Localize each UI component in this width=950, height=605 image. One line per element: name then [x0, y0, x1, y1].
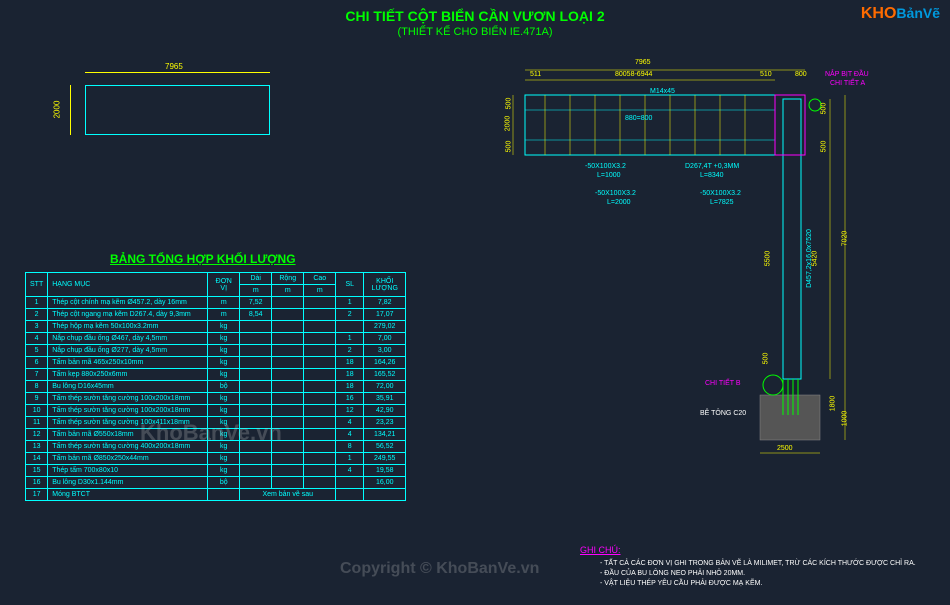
th-cao: Cao [304, 273, 336, 285]
th-cao-unit: m [304, 285, 336, 297]
note-2: - ĐẦU CỦA BU LÔNG NEO PHẢI NHÔ 20MM. [600, 570, 745, 577]
table-row: 3Thép hộp mạ kẽm 50x100x3.2mmkg279,02 [26, 321, 406, 333]
th-name: HẠNG MỤC [48, 273, 208, 297]
label-chitiet-b: CHI TIẾT B [705, 380, 741, 387]
table-row: 15Thép tấm 700x80x10kg419,58 [26, 465, 406, 477]
dim-500-t: 500 [505, 98, 512, 110]
dim-7020: 7020 [841, 231, 848, 247]
dim-1800: 1800 [829, 396, 836, 412]
label-box1: -50X100X3.2 [585, 163, 626, 170]
table-row: 12Tấm bản mã Ø550x18mmkg4134,21 [26, 429, 406, 441]
label-d267: D267,4T +0,3MM [685, 163, 739, 170]
table-row: 6Tấm bản mã 465x250x10mmkg18164,26 [26, 357, 406, 369]
table-row: 9Tấm thép sườn tăng cường 100x200x18mmkg… [26, 393, 406, 405]
dim-2000-l: 2000 [504, 116, 511, 132]
label-chitiet-a: CHI TIẾT A [830, 80, 865, 87]
note-1: - TẤT CẢ CÁC ĐƠN VỊ GHI TRONG BẢN VẼ LÀ … [600, 560, 916, 567]
dim-height-label: 2000 [52, 101, 61, 119]
table-row: 7Tấm kẹp 880x250x6mmkg18165,52 [26, 369, 406, 381]
title-main: CHI TIẾT CỘT BIỂN CẦN VƯƠN LOẠI 2 [0, 8, 950, 24]
label-l8340: L=8340 [700, 172, 724, 179]
label-box3: -50X100X3.2 [700, 190, 741, 197]
dim-510: 510 [760, 71, 772, 78]
table-row: 17Móng BTCTXem bản vẽ sau [26, 489, 406, 501]
dim-511: 511 [530, 71, 541, 78]
label-box2: -50X100X3.2 [595, 190, 636, 197]
dim-5500: 5500 [764, 251, 771, 267]
table-row: 4Nắp chụp đầu ống Ø467, dày 4,5mmkg17,00 [26, 333, 406, 345]
logo-brand-rest: BảnVẽ [896, 5, 940, 21]
dim-500-bot: 500 [762, 353, 769, 365]
table-row: 1Thép cột chính mạ kẽm Ø457.2, dày 16mmm… [26, 297, 406, 309]
title-sub: (THIẾT KẾ CHO BIỂN IE.471A) [0, 26, 950, 38]
table-row: 13Tấm thép sườn tăng cường 400x200x18mmk… [26, 441, 406, 453]
dim-top-line [85, 72, 270, 73]
label-d457: D457,2x16,0x7520 [806, 229, 813, 288]
drawing-area: 7965 80058-6944 511 510 800 NẮP BỊT ĐẦU … [505, 55, 925, 555]
table-row: 11Tấm thép sườn tăng cường 100x411x18mmk… [26, 417, 406, 429]
watermark-copyright: Copyright © KhoBanVe.vn [340, 560, 539, 578]
table-row: 10Tấm thép sườn tăng cường 100x200x18mmk… [26, 405, 406, 417]
label-napbit: NẮP BỊT ĐẦU [825, 71, 869, 78]
label-betong: BÊ TÔNG C20 [700, 410, 746, 417]
table-row: 14Tấm bản mã Ø850x250x44mmkg1249,55 [26, 453, 406, 465]
notes-title: GHI CHÚ: [580, 545, 621, 555]
dim-left-line [70, 85, 71, 135]
table-row: 16Bu lông D30x1.144mmbộ16,00 [26, 477, 406, 489]
label-m14x45: M14x45 [650, 88, 675, 95]
dim-2500: 2500 [777, 445, 793, 452]
table-title: BẢNG TỔNG HỢP KHỐI LƯỢNG [110, 252, 296, 266]
table-row: 5Nắp chụp đầu ống Ø277, dày 4,5mmkg23,00 [26, 345, 406, 357]
th-unit: ĐƠN VỊ [208, 273, 240, 297]
th-kl: KHỐI LƯỢNG [364, 273, 406, 297]
dim-7965: 7965 [635, 59, 651, 66]
th-rong-unit: m [272, 285, 304, 297]
label-l2000: L=2000 [607, 199, 631, 206]
label-anchor: 880=800 [625, 115, 652, 122]
table-row: 2Thép cột ngang mạ kẽm D267.4, dày 9,3mm… [26, 309, 406, 321]
table-row: 8Bu lông D16x45mmbộ1872,00 [26, 381, 406, 393]
dim-1000: 1000 [841, 411, 848, 427]
dim-500-r1: 500 [820, 103, 827, 115]
th-sl: SL [336, 273, 364, 297]
bom-table: STT HẠNG MỤC ĐƠN VỊ Dài Rộng Cao SL KHỐI… [25, 272, 406, 501]
dim-800: 800 [795, 71, 807, 78]
th-rong: Rộng [272, 273, 304, 285]
th-dai: Dài [240, 273, 272, 285]
dim-500-r2: 500 [820, 141, 827, 153]
th-dai-unit: m [240, 285, 272, 297]
th-stt: STT [26, 273, 48, 297]
note-3: - VẬT LIỆU THÉP YÊU CẦU PHẢI ĐƯỢC MẠ KẼM… [600, 580, 762, 587]
dim-80058: 80058-6944 [615, 71, 652, 78]
logo-brand-k: KHO [861, 5, 897, 22]
label-l1900: L=1000 [597, 172, 621, 179]
simple-rect-outline [85, 85, 270, 135]
dim-width-label: 7965 [165, 62, 183, 71]
label-l7825: L=7825 [710, 199, 734, 206]
dim-500-b: 500 [505, 141, 512, 153]
logo: KHOBảnVẽ [861, 5, 940, 23]
table-header-row: STT HẠNG MỤC ĐƠN VỊ Dài Rộng Cao SL KHỐI… [26, 273, 406, 285]
technical-drawing-svg [505, 55, 925, 555]
